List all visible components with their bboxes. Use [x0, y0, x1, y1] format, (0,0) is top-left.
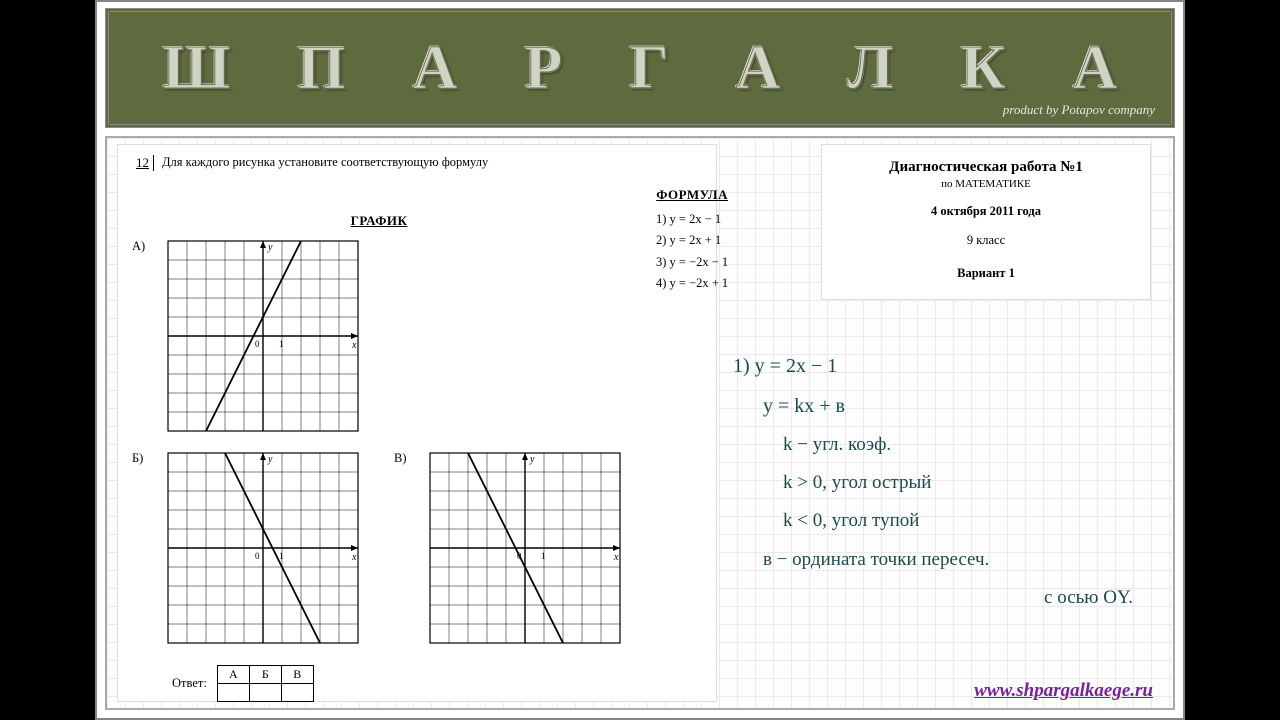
- worksheet: 12 Для каждого рисунка установите соотве…: [117, 144, 717, 702]
- note-line: в − ордината точки пересеч.: [733, 543, 1153, 577]
- svg-text:y: y: [267, 454, 273, 465]
- svg-text:1: 1: [541, 551, 546, 561]
- svg-text:1: 1: [279, 551, 284, 561]
- note-line: с осью OY.: [733, 581, 1153, 615]
- app-frame: Ш П А Р Г А Л К А product by Potapov com…: [95, 0, 1185, 720]
- banner-letter: К: [961, 33, 1006, 104]
- note-line: k − угл. коэф.: [733, 428, 1153, 462]
- formulas-column: ФОРМУЛА 1) y = 2x − 1 2) y = 2x + 1 3) y…: [656, 181, 728, 702]
- banner-letter: Л: [848, 33, 894, 104]
- graph-label-a: А): [132, 235, 154, 254]
- graph-label-b: Б): [132, 447, 154, 466]
- formula-item: 3) y = −2x − 1: [656, 252, 728, 273]
- question-number: 12: [132, 155, 154, 171]
- formula-list: 1) y = 2x − 1 2) y = 2x + 1 3) y = −2x −…: [656, 209, 728, 294]
- answers-cell[interactable]: [281, 684, 313, 702]
- answers-cell[interactable]: [217, 684, 249, 702]
- note-line: 1) y = 2x − 1: [733, 348, 1153, 384]
- note-line: k < 0, угол тупой: [733, 504, 1153, 538]
- answers-col: А: [217, 666, 249, 684]
- handwritten-notes: 1) y = 2x − 1 y = kx + в k − угл. коэф. …: [733, 348, 1153, 619]
- formula-item: 1) y = 2x − 1: [656, 209, 728, 230]
- banner-letter: А: [736, 33, 781, 104]
- answers-block: Ответ: А Б В: [172, 665, 626, 702]
- banner-letter: А: [1073, 33, 1118, 104]
- assignment-variant: Вариант 1: [832, 266, 1140, 281]
- question-line: 12 Для каждого рисунка установите соотве…: [132, 155, 702, 171]
- note-line: k > 0, угол острый: [733, 466, 1153, 500]
- answers-cell[interactable]: [249, 684, 281, 702]
- graph-b: x y 0 1: [162, 447, 364, 649]
- banner-letter: А: [413, 33, 458, 104]
- answers-col: В: [281, 666, 313, 684]
- svg-text:0: 0: [255, 339, 260, 349]
- svg-text:x: x: [351, 552, 357, 563]
- note-line: y = kx + в: [733, 388, 1153, 424]
- formula-title: ФОРМУЛА: [656, 187, 728, 203]
- answers-col: Б: [249, 666, 281, 684]
- svg-text:1: 1: [279, 339, 284, 349]
- banner-letter: Р: [525, 33, 563, 104]
- answers-label: Ответ:: [172, 676, 207, 691]
- answers-table: А Б В: [217, 665, 314, 702]
- content-area: 12 Для каждого рисунка установите соотве…: [105, 136, 1175, 710]
- banner-credit: product by Potapov company: [1003, 102, 1155, 118]
- banner-letter: Г: [629, 33, 668, 104]
- assignment-grade: 9 класс: [832, 233, 1140, 248]
- assignment-title: Диагностическая работа №1: [832, 159, 1140, 176]
- banner: Ш П А Р Г А Л К А product by Potapov com…: [105, 8, 1175, 128]
- svg-text:x: x: [351, 340, 357, 351]
- graph-a: x y 0 1: [162, 235, 364, 437]
- formula-item: 4) y = −2x + 1: [656, 273, 728, 294]
- svg-text:y: y: [529, 454, 535, 465]
- graphs-column: ГРАФИК А) x y 0 1 Б) x y 0 1 В) x y 0 1: [132, 181, 626, 702]
- graph-label-v: В): [394, 447, 416, 466]
- banner-letter: П: [298, 33, 346, 104]
- assignment-subject: по МАТЕМАТИКЕ: [832, 178, 1140, 190]
- formula-item: 2) y = 2x + 1: [656, 230, 728, 251]
- svg-text:0: 0: [255, 551, 260, 561]
- graph-title: ГРАФИК: [132, 213, 626, 229]
- graph-v: xy01: [424, 447, 626, 649]
- svg-text:y: y: [267, 242, 273, 253]
- website-url[interactable]: www.shpargalkaege.ru: [974, 680, 1153, 702]
- assignment-header: Диагностическая работа №1 по МАТЕМАТИКЕ …: [821, 144, 1151, 300]
- banner-letter: Ш: [162, 33, 230, 104]
- svg-text:x: x: [613, 552, 619, 563]
- assignment-date: 4 октября 2011 года: [832, 204, 1140, 219]
- question-text: Для каждого рисунка установите соответст…: [162, 155, 702, 170]
